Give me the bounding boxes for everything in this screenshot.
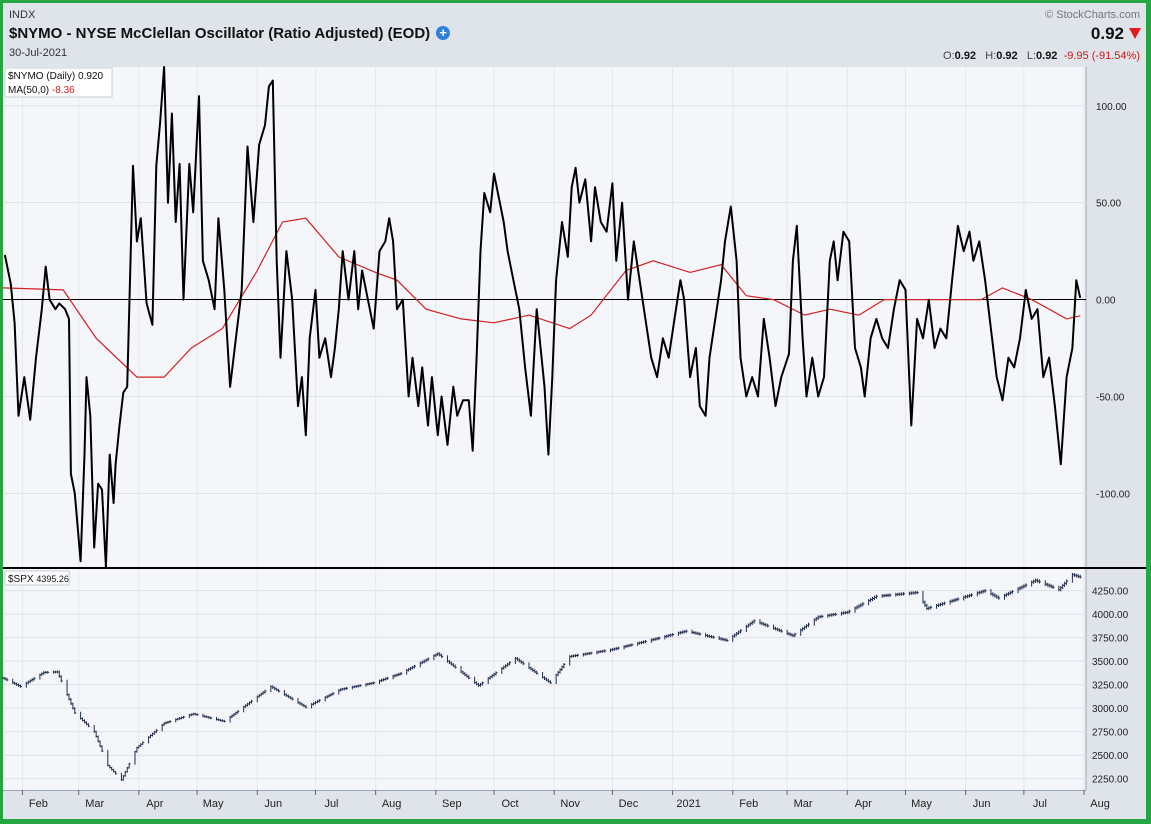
spx-y-tick-label: 3750.00 <box>1092 634 1129 645</box>
x-tick-label: Jul <box>1033 798 1047 810</box>
ma-legend-value: -8.36 <box>52 85 75 96</box>
spx-legend-value: 4395.26 <box>36 574 69 584</box>
open-label: O: <box>943 50 955 62</box>
chart-title: $NYMO - NYSE McClellan Oscillator (Ratio… <box>9 25 451 42</box>
x-tick-label: Jul <box>324 798 338 810</box>
open-value: 0.92 <box>954 50 977 62</box>
x-tick-label: 2021 <box>676 798 700 810</box>
spx-legend-label: $SPX 4395.26 <box>8 574 69 585</box>
x-tick-label: Mar <box>85 798 104 810</box>
spx-y-tick-label: 3250.00 <box>1092 681 1129 692</box>
x-tick-label: Feb <box>739 798 758 810</box>
high-value: 0.92 <box>996 50 1018 62</box>
down-arrow-icon <box>1129 28 1141 39</box>
x-tick-label: Aug <box>1090 798 1110 810</box>
x-tick-label: Jun <box>264 798 282 810</box>
x-axis: Feb Mar Apr May Jun Jul Aug Sep Oct Nov Dec 2021 Feb… <box>21 790 1110 810</box>
change-value: -9.95 (-91.54%) <box>1063 50 1140 62</box>
nymo-legend-box <box>4 67 113 98</box>
ma-legend-name: MA(50,0) <box>8 85 49 96</box>
high-label: H: <box>985 50 997 62</box>
spx-y-tick-label: 3000.00 <box>1092 704 1129 715</box>
nymo-y-tick-label: 0.00 <box>1096 296 1116 307</box>
spx-legend-box <box>4 570 70 586</box>
spx-y-tick-label: 2750.00 <box>1092 728 1129 739</box>
low-value: 0.92 <box>1036 50 1058 62</box>
nymo-y-tick-label: -50.00 <box>1096 392 1125 403</box>
ma-legend-label: MA(50,0) -8.36 <box>8 85 75 96</box>
nymo-y-tick-label: 50.00 <box>1096 199 1121 210</box>
x-tick-label: Nov <box>560 798 580 810</box>
x-tick-label: Apr <box>855 798 872 810</box>
nymo-y-axis: 100.00 50.00 0.00 -50.00 -100.00 <box>1096 102 1130 501</box>
x-tick-label: Mar <box>794 798 813 810</box>
x-tick-label: Aug <box>382 798 402 810</box>
nymo-y-tick-label: -100.00 <box>1096 489 1130 500</box>
spx-y-tick-label: 4000.00 <box>1092 610 1129 621</box>
ohlc-readout: O:0.92 H:0.92 L:0.92 -9.95 (-91.54%) <box>943 50 1140 62</box>
spx-legend-name: $SPX <box>8 574 34 585</box>
spx-y-tick-label: 4250.00 <box>1092 587 1129 598</box>
nymo-legend: $NYMO (Daily) 0.920 MA(50,0) -8.36 <box>4 67 113 98</box>
x-tick-label: Dec <box>619 798 639 810</box>
x-tick-label: May <box>911 798 932 810</box>
spx-y-tick-label: 2250.00 <box>1092 775 1129 786</box>
x-tick-label: Apr <box>146 798 163 810</box>
spx-y-axis: 4250.00 4000.00 3750.00 3500.00 3250.00 3000.… <box>1092 587 1129 786</box>
x-tick-label: Feb <box>29 798 48 810</box>
chart-date: 30-Jul-2021 <box>9 47 68 59</box>
spx-legend: $SPX 4395.26 <box>4 570 70 586</box>
nymo-y-tick-label: 100.00 <box>1096 102 1127 113</box>
nymo-line[interactable] <box>3 66 1082 568</box>
watermark: © StockCharts.com <box>1045 9 1140 21</box>
x-tick-label: May <box>203 798 224 810</box>
chart-title-text: $NYMO - NYSE McClellan Oscillator (Ratio… <box>9 25 431 42</box>
nymo-legend-label: $NYMO (Daily) 0.920 <box>8 71 103 82</box>
spx-y-tick-label: 2500.00 <box>1092 751 1129 762</box>
spx-bars[interactable] <box>2 572 1082 781</box>
x-tick-label: Oct <box>501 798 518 810</box>
last-value: 0.92 <box>1090 24 1124 43</box>
low-label: L: <box>1026 50 1037 62</box>
x-tick-label: Jun <box>973 798 991 810</box>
spx-y-tick-label: 3500.00 <box>1092 657 1129 668</box>
add-indicator-icon[interactable]: + <box>436 26 451 40</box>
x-tick-label: Sep <box>442 798 462 810</box>
exchange-label: INDX <box>9 9 36 21</box>
